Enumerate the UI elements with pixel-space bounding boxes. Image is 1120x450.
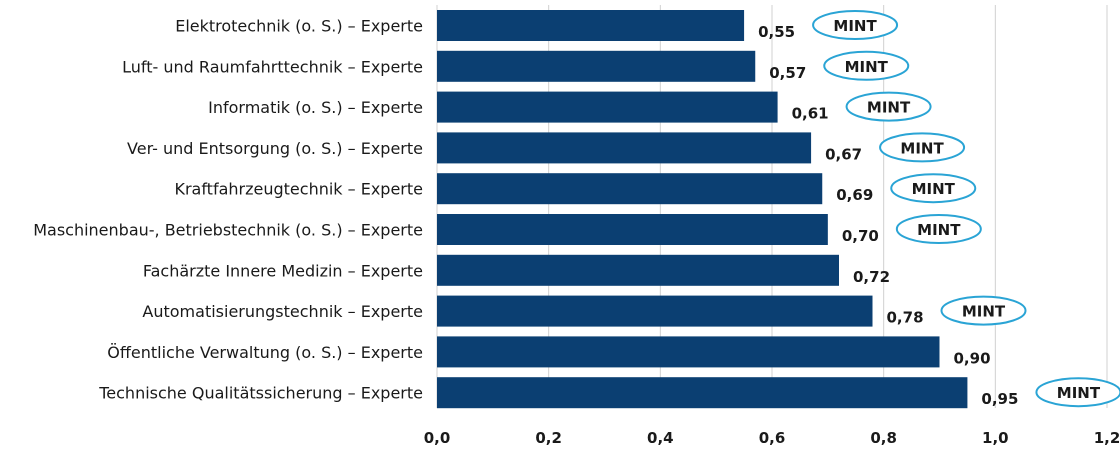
mint-badge: MINT — [823, 50, 910, 81]
value-label: 0,72 — [853, 268, 890, 286]
bar — [437, 214, 828, 245]
category-label: Ver- und Entsorgung (o. S.) – Experte — [127, 139, 423, 158]
bar — [437, 50, 756, 82]
badge-label: MINT — [900, 139, 944, 157]
category-label: Fachärzte Innere Medizin – Experte — [143, 261, 423, 280]
x-tick-label: 1,2 — [1094, 429, 1120, 447]
x-tick-label: 0,6 — [759, 429, 786, 447]
value-label: 0,67 — [825, 145, 862, 163]
value-label: 0,61 — [792, 105, 829, 123]
mint-badge: MINT — [879, 132, 966, 163]
bar — [437, 377, 968, 409]
value-label: 0,90 — [954, 349, 991, 367]
badge-label: MINT — [845, 58, 889, 76]
badge-outline — [895, 214, 982, 244]
mint-badge: MINT — [845, 91, 932, 122]
badge-outline — [890, 173, 977, 204]
value-label: 0,95 — [981, 390, 1018, 408]
badge-label: MINT — [1057, 384, 1101, 402]
bar — [437, 132, 812, 164]
category-labels: Elektrotechnik (o. S.) – Experte Luft- un… — [33, 17, 423, 403]
mint-badge: MINT — [895, 214, 982, 244]
badge-label: MINT — [833, 17, 877, 35]
value-label: 0,78 — [887, 309, 924, 327]
bar — [437, 173, 823, 205]
value-labels: 0,55 0,57 0,61 0,67 0,69 0,70 0,72 0,78 0,90 0,95 — [758, 23, 1018, 408]
x-tick-label: 0,2 — [535, 429, 562, 447]
badge-label: MINT — [917, 221, 961, 239]
mint-badge: MINT — [812, 10, 899, 40]
mint-badge: MINT — [940, 295, 1027, 326]
bars — [437, 10, 968, 409]
bar — [437, 295, 873, 327]
badge-outline — [845, 91, 932, 122]
badge-label: MINT — [912, 180, 956, 198]
x-tick-label: 1,0 — [982, 429, 1009, 447]
badge-label: MINT — [962, 303, 1006, 321]
value-label: 0,57 — [769, 64, 806, 82]
value-label: 0,70 — [842, 227, 879, 245]
mint-badge: MINT — [890, 173, 977, 204]
category-label: Öffentliche Verwaltung (o. S.) – Experte — [107, 343, 423, 362]
value-label: 0,69 — [836, 186, 873, 204]
category-label: Informatik (o. S.) – Experte — [208, 98, 423, 117]
bar — [437, 91, 778, 123]
x-tick-label: 0,4 — [647, 429, 674, 447]
category-label: Maschinenbau-, Betriebstechnik (o. S.) –… — [33, 221, 423, 240]
category-label: Technische Qualitätssicherung – Experte — [98, 384, 423, 403]
category-label: Luft- und Raumfahrttechnik – Experte — [122, 57, 423, 76]
category-label: Elektrotechnik (o. S.) – Experte — [175, 17, 423, 36]
x-tick-label: 0,0 — [424, 429, 451, 447]
badge-outline — [812, 10, 899, 40]
badge-outline — [879, 132, 966, 163]
x-axis-tick-labels: 0,0 0,2 0,4 0,6 0,8 1,0 1,2 — [424, 429, 1120, 447]
value-label: 0,55 — [758, 23, 795, 41]
badge-outline — [940, 295, 1027, 326]
mint-badges: MINT MINT MINT MINT MINT MINT MINT MINT — [812, 10, 1120, 408]
badge-outline — [1035, 377, 1120, 408]
badge-label: MINT — [867, 99, 911, 117]
category-label: Kraftfahrzeugtechnik – Experte — [174, 180, 423, 199]
badge-outline — [823, 50, 910, 81]
x-tick-label: 0,8 — [870, 429, 897, 447]
bar — [437, 254, 839, 286]
category-label: Automatisierungstechnik – Experte — [142, 302, 423, 321]
bar — [437, 336, 940, 368]
mint-badge: MINT — [1035, 377, 1120, 408]
bar — [437, 10, 745, 41]
